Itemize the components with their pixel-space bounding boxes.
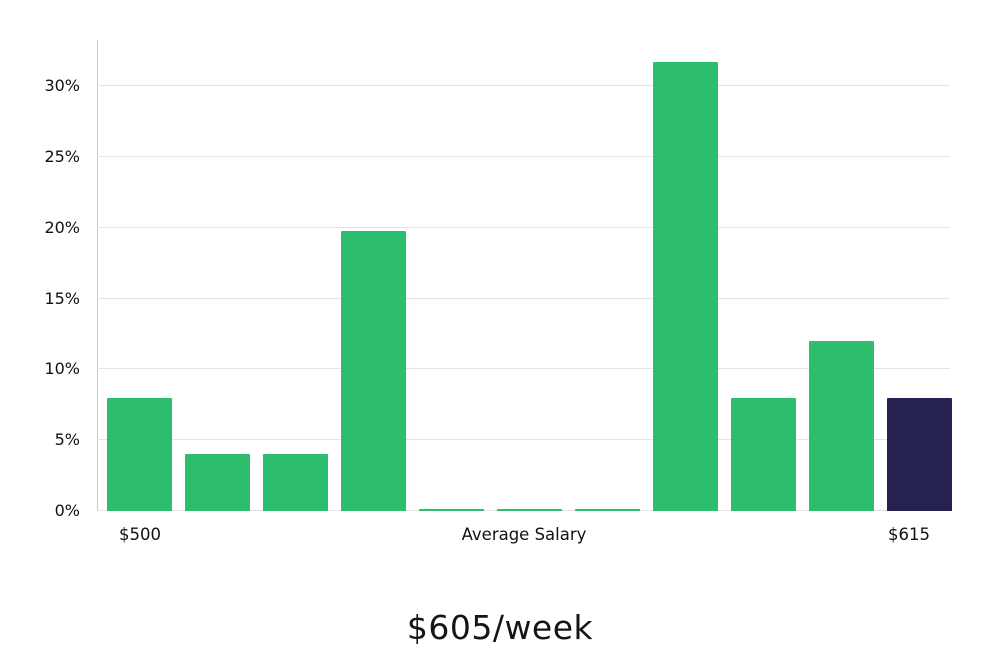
bar-highlighted — [887, 397, 952, 511]
gridline — [97, 439, 950, 441]
y-axis-tick-label: 15% — [44, 288, 80, 308]
gridline — [97, 85, 950, 87]
gridline — [97, 297, 950, 299]
x-axis-label-min-salary: $500 — [119, 525, 161, 544]
plot-area — [97, 40, 952, 511]
gridline — [97, 368, 950, 370]
bar — [653, 61, 718, 511]
x-axis: $500 Average Salary $615 — [0, 525, 1000, 555]
bar — [107, 397, 172, 511]
bar — [419, 508, 484, 511]
y-axis-tick-label: 25% — [44, 146, 80, 166]
gridline — [97, 155, 950, 157]
y-axis-tick-label: 30% — [44, 76, 80, 96]
y-axis: 0% 5% 10% 15% 20% 25% 30% — [0, 40, 88, 519]
y-axis-spine — [97, 40, 98, 511]
y-axis-tick-label: 5% — [54, 430, 80, 450]
bar — [341, 230, 406, 511]
x-axis-label-max-salary: $615 — [888, 525, 930, 544]
bar — [185, 454, 250, 511]
bar — [263, 454, 328, 511]
bar — [809, 341, 874, 511]
y-axis-tick-label: 0% — [54, 501, 80, 520]
bar — [731, 397, 796, 511]
x-axis-label-average-salary: Average Salary — [461, 525, 587, 544]
bars-container — [107, 40, 952, 511]
chart-title-weekly-salary: $605/week — [406, 608, 594, 647]
y-axis-tick-label: 20% — [44, 217, 80, 237]
y-axis-tick-label: 10% — [44, 359, 80, 379]
bar — [497, 508, 562, 511]
bar — [575, 508, 640, 511]
gridline — [97, 226, 950, 228]
